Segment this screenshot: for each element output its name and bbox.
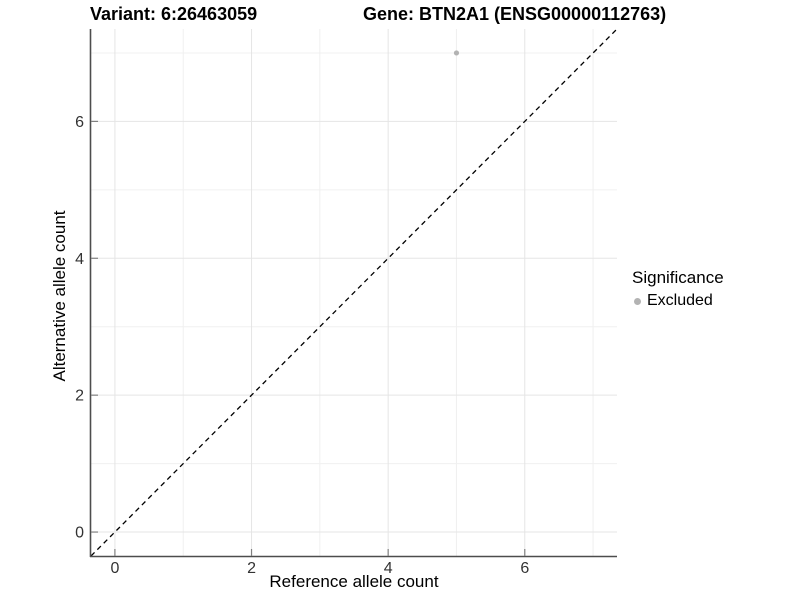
y-tick-label: 4 bbox=[75, 251, 84, 268]
x-tick-label: 0 bbox=[110, 560, 119, 577]
x-tick-label: 6 bbox=[520, 560, 529, 577]
legend: Significance Excluded bbox=[630, 268, 724, 310]
y-tick-label: 6 bbox=[75, 114, 84, 131]
y-axis-title: Alternative allele count bbox=[50, 210, 69, 382]
legend-item-excluded: Excluded bbox=[630, 292, 724, 310]
legend-item-label: Excluded bbox=[647, 292, 713, 309]
identity-reference-line bbox=[90, 28, 618, 557]
plot-title-gene: Gene: BTN2A1 (ENSG00000112763) bbox=[363, 4, 667, 24]
x-tick-label: 2 bbox=[247, 560, 256, 577]
y-tick-label: 0 bbox=[75, 525, 84, 542]
plot-title-variant: Variant: 6:26463059 bbox=[90, 4, 258, 24]
data-point bbox=[453, 50, 460, 56]
legend-key-dot-icon bbox=[634, 297, 641, 305]
legend-title: Significance bbox=[632, 268, 724, 287]
x-tick-label: 4 bbox=[384, 560, 393, 577]
x-axis-title: Reference allele count bbox=[269, 572, 439, 591]
y-tick-label: 2 bbox=[75, 388, 84, 405]
